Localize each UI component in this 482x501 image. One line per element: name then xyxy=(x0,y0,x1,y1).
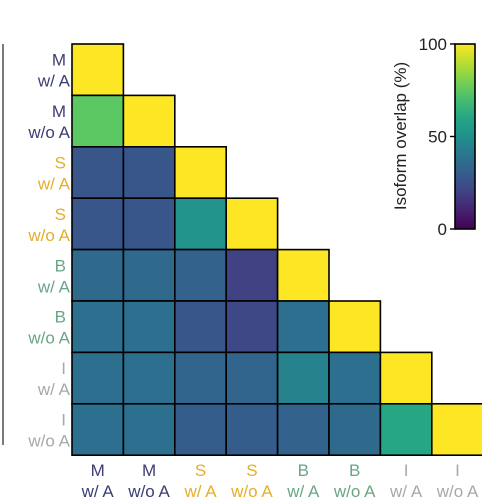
heatmap-cell xyxy=(71,248,125,302)
y-tick-label-group: S xyxy=(55,154,66,173)
heatmap-cell xyxy=(174,248,228,302)
heatmap-cell xyxy=(276,351,330,405)
y-tick-label-group: B xyxy=(55,256,66,275)
heatmap-cell xyxy=(122,197,176,251)
x-tick-label-sub: w/ A xyxy=(389,482,423,501)
heatmap-cell xyxy=(122,94,176,148)
y-tick-label-sub: w/ A xyxy=(37,175,71,194)
heatmap-cell xyxy=(122,351,176,405)
colorbar-label: Isoform overlap (%) xyxy=(391,62,410,210)
heatmap-cell xyxy=(71,43,125,97)
heatmap-cell xyxy=(276,402,330,456)
x-tick-label-sub: w/o A xyxy=(333,482,376,501)
heatmap-cell xyxy=(71,146,125,200)
x-axis-labels: Mw/ A Mw/o A Sw/ A Sw/o A Bw/ A Bw/o A Iw/ A Iw… xyxy=(81,461,479,501)
x-tick-label-group: S xyxy=(195,461,206,480)
heatmap-cell xyxy=(71,351,125,405)
heatmap-cell xyxy=(379,402,433,456)
x-tick-label-group: M xyxy=(91,461,105,480)
y-tick-label-group: I xyxy=(61,411,66,430)
heatmap-cell xyxy=(225,248,279,302)
heatmap-cell xyxy=(174,351,228,405)
heatmap-cell xyxy=(71,197,125,251)
y-tick-label-sub: w/o A xyxy=(27,329,70,348)
heatmap-cell xyxy=(71,94,125,148)
heatmap-cell xyxy=(328,402,382,456)
x-tick-label-group: M xyxy=(142,461,156,480)
y-tick-label-group: M xyxy=(52,51,66,70)
heatmap-cell xyxy=(225,197,279,251)
y-tick-label-group: I xyxy=(61,359,66,378)
x-tick-label-group: B xyxy=(298,461,309,480)
heatmap-cell xyxy=(122,402,176,456)
x-tick-label-sub: w/ A xyxy=(286,482,320,501)
y-tick-label-sub: w/o A xyxy=(27,123,70,142)
colorbar-tick-label: 50 xyxy=(428,128,447,147)
y-axis-labels: Mw/ A Mw/o A Sw/ A Sw/o A Bw/ A Bw/o A Iw/ A Iw… xyxy=(27,51,70,451)
x-tick-label-group: B xyxy=(349,461,360,480)
x-tick-label-sub: w/ A xyxy=(81,482,115,501)
y-tick-label-sub: w/o A xyxy=(27,226,70,245)
x-tick-label-sub: w/ A xyxy=(183,482,217,501)
heatmap-cell xyxy=(71,402,125,456)
colorbar-gradient xyxy=(454,43,476,230)
heatmap-cell xyxy=(276,300,330,354)
heatmap-cell xyxy=(276,248,330,302)
heatmap-cell xyxy=(174,300,228,354)
x-tick-label-sub: w/o A xyxy=(230,482,273,501)
heatmap-cell xyxy=(174,146,228,200)
colorbar: 0 50 100 Isoform overlap (%) xyxy=(391,35,476,239)
heatmap-cell xyxy=(430,402,482,456)
y-tick-label-sub: w/o A xyxy=(27,432,70,451)
y-tick-label-group: B xyxy=(55,308,66,327)
colorbar-tick-label: 100 xyxy=(419,35,447,54)
heatmap-cell xyxy=(225,402,279,456)
heatmap-cell xyxy=(174,197,228,251)
heatmap-cell xyxy=(328,300,382,354)
heatmap-cell xyxy=(174,402,228,456)
x-tick-label-sub: w/o A xyxy=(436,482,479,501)
x-tick-label-sub: w/o A xyxy=(127,482,170,501)
heatmap-cell xyxy=(225,351,279,405)
heatmap-cell xyxy=(225,300,279,354)
x-tick-label-group: I xyxy=(404,461,409,480)
heatmap-cell xyxy=(122,300,176,354)
heatmap-cell xyxy=(71,300,125,354)
y-tick-label-sub: w/ A xyxy=(37,277,71,296)
y-tick-label-group: S xyxy=(55,205,66,224)
y-tick-label-sub: w/ A xyxy=(37,380,71,399)
x-tick-label-group: S xyxy=(246,461,257,480)
heatmap-cell xyxy=(122,248,176,302)
x-tick-label-group: I xyxy=(455,461,460,480)
heatmap-cell xyxy=(379,351,433,405)
heatmap-cell xyxy=(122,146,176,200)
y-tick-label-sub: w/ A xyxy=(37,72,71,91)
heatmap-cell xyxy=(328,351,382,405)
heatmap-cells xyxy=(71,43,482,456)
y-tick-label-group: M xyxy=(52,102,66,121)
colorbar-tick-label: 0 xyxy=(438,220,447,239)
